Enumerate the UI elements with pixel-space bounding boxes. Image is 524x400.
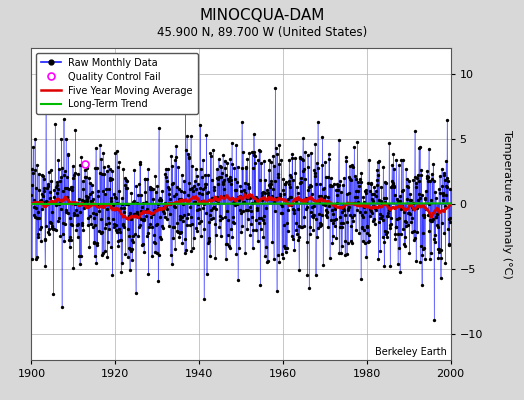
Text: MINOCQUA-DAM: MINOCQUA-DAM bbox=[199, 8, 325, 23]
Text: Berkeley Earth: Berkeley Earth bbox=[375, 347, 446, 357]
Y-axis label: Temperature Anomaly (°C): Temperature Anomaly (°C) bbox=[503, 130, 512, 278]
Legend: Raw Monthly Data, Quality Control Fail, Five Year Moving Average, Long-Term Tren: Raw Monthly Data, Quality Control Fail, … bbox=[36, 53, 198, 114]
Text: 45.900 N, 89.700 W (United States): 45.900 N, 89.700 W (United States) bbox=[157, 26, 367, 39]
